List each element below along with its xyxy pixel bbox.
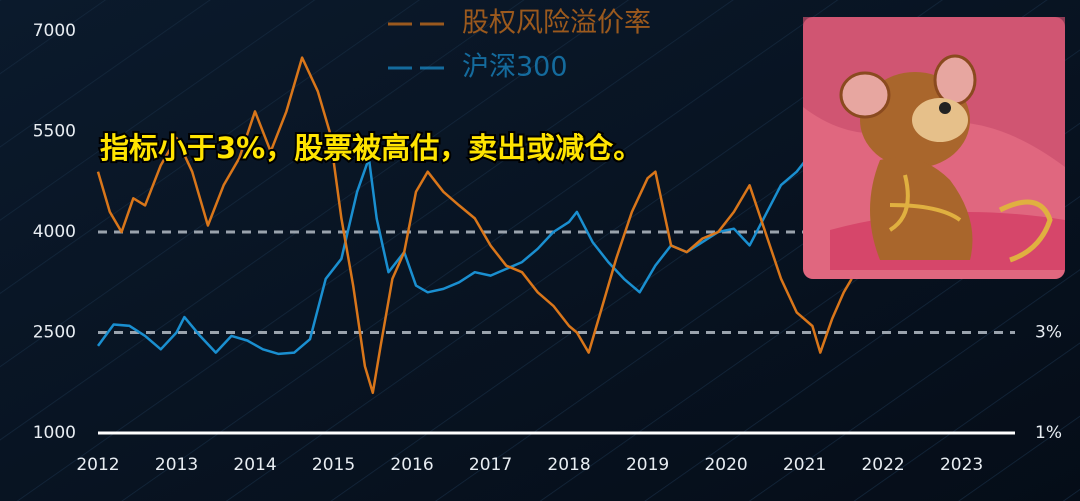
x-tick-label: 2022	[861, 455, 904, 475]
x-tick-label: 2014	[233, 455, 276, 475]
y2-tick-label: 3%	[1035, 323, 1062, 343]
x-tick-label: 2012	[76, 455, 119, 475]
x-tick-label: 2020	[704, 455, 747, 475]
x-tick-label: 2015	[312, 455, 355, 475]
x-tick-label: 2013	[155, 455, 198, 475]
x-tick-label: 2023	[940, 455, 983, 475]
series-line	[96, 56, 853, 395]
x-tick-label: 2019	[626, 455, 669, 475]
cartoon-image	[803, 17, 1065, 279]
x-tick-label: 2018	[547, 455, 590, 475]
x-tick-label: 2016	[390, 455, 433, 475]
legend-label: 沪深300	[462, 52, 568, 83]
y-tick-label: 1000	[33, 423, 76, 443]
annotation: 指标小于3%，股票被高估，卖出或减仓。	[100, 131, 642, 165]
legend-label: 股权风险溢价率	[462, 8, 651, 39]
x-tick-label: 2021	[783, 455, 826, 475]
y-tick-label: 2500	[33, 323, 76, 343]
y-tick-label: 5500	[33, 122, 76, 142]
x-tick-label: 2017	[469, 455, 512, 475]
y-tick-label: 7000	[33, 21, 76, 41]
y-tick-label: 4000	[33, 222, 76, 242]
y2-tick-label: 1%	[1035, 423, 1062, 443]
